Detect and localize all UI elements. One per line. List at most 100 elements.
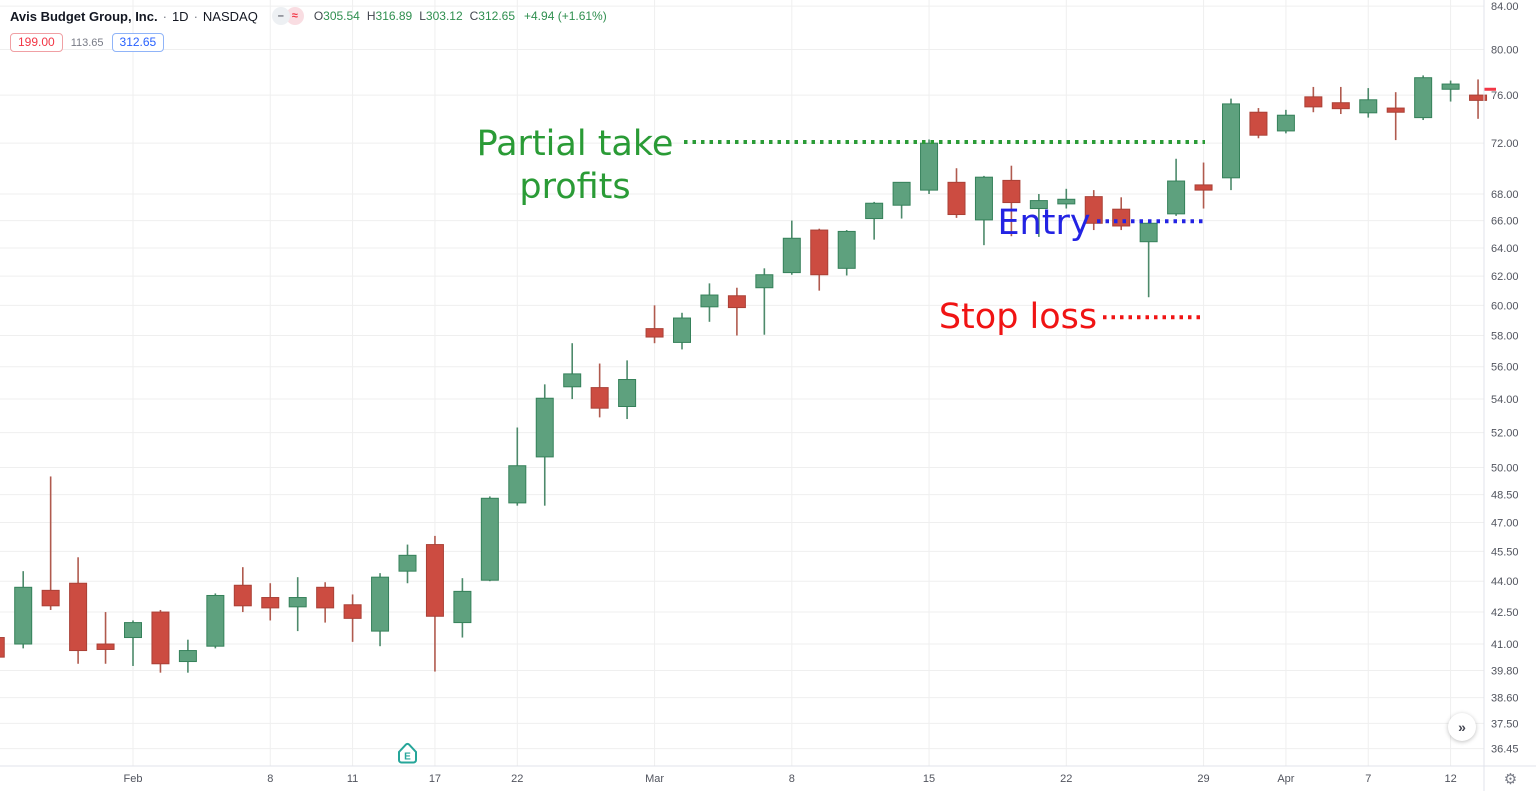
time-axis-label: 15 [923,773,935,785]
time-axis-label: Mar [645,773,664,785]
candle-mar-26[interactable] [1167,158,1186,216]
candle-mar-3[interactable] [700,283,719,322]
candle-feb-17[interactable] [425,535,444,672]
candle-feb-8[interactable] [261,583,280,621]
candle-jan-26[interactable] [14,571,33,649]
price-axis-label: 45.50 [1491,546,1519,558]
candle-apr-9[interactable] [1414,75,1433,121]
indicator-icon-pill[interactable]: – ≈ [271,7,304,25]
candle-apr-13[interactable] [1469,79,1488,119]
axis-settings-gear-icon[interactable]: ⚙ [1503,771,1518,788]
price-axis-label: 52.00 [1491,428,1519,440]
collapse-panel-button[interactable]: » [1448,713,1476,741]
ohlc-segment: O305.54 [313,9,360,23]
dash-icon[interactable]: – [271,7,290,25]
candle-feb-10[interactable] [316,582,335,623]
candle-mar-8[interactable] [782,220,801,275]
candle-apr-8[interactable] [1386,92,1405,141]
candle-mar-16[interactable] [947,168,966,218]
candle-feb-2[interactable] [151,609,170,673]
price-axis-label: 66.00 [1491,216,1519,228]
candle-feb-4[interactable] [206,593,225,649]
time-axis-label: 22 [1060,773,1072,785]
candle-apr-6[interactable] [1331,86,1350,115]
candle-jan-28[interactable] [69,557,88,664]
candle-feb-23[interactable] [535,384,554,506]
target-price-badge[interactable]: 312.65 [111,33,165,52]
candle-jan-27[interactable] [41,476,60,610]
candle-feb-22[interactable] [508,427,527,506]
candles[interactable] [0,75,1488,673]
entry-label[interactable]: Entry [997,203,1090,243]
candle-feb-1[interactable] [124,620,142,666]
candle-feb-9[interactable] [288,577,307,632]
candle-mar-25[interactable] [1139,221,1158,298]
price-axis-label: 50.00 [1491,463,1519,475]
stop-price-badge[interactable]: 199.00 [10,33,63,52]
candle-mar-4[interactable] [727,287,746,336]
timeframe-label[interactable]: 1D [171,8,189,24]
candle-apr-12[interactable] [1441,80,1460,102]
candle-mar-2[interactable] [673,312,691,350]
candle-apr-7[interactable] [1359,88,1378,118]
price-axis-label: 47.00 [1491,518,1519,530]
candle-mar-10[interactable] [837,230,856,276]
candle-feb-26[interactable] [618,360,637,420]
earnings-marker-icon[interactable]: E [398,742,417,764]
candle-mar-29[interactable] [1194,162,1213,209]
candle-mar-18[interactable] [1002,165,1021,237]
candle-feb-3[interactable] [178,639,197,673]
price-axis-label: 62.00 [1491,271,1519,283]
candle-mar-19[interactable] [1029,194,1048,237]
candle-mar-1[interactable] [645,305,664,344]
candle-feb-16[interactable] [398,544,417,584]
take-profit-label-line1[interactable]: Partial take [477,124,674,164]
candle-mar-15[interactable] [920,139,939,195]
candle-feb-19[interactable] [480,496,499,582]
ohlc-segment: H316.89 [366,9,413,23]
stop-loss-label[interactable]: Stop loss [939,297,1097,337]
approx-icon[interactable]: ≈ [285,7,304,25]
time-axis-label: 11 [347,773,358,785]
price-axis-label: 54.00 [1491,394,1519,406]
take-profit-label-line2[interactable]: profits [519,167,630,207]
ohlc-segment: C312.65 [469,9,515,23]
candle-mar-22[interactable] [1057,188,1076,209]
candle-mar-30[interactable] [1222,98,1240,191]
exchange-label: NASDAQ [202,8,258,24]
candle-feb-25[interactable] [590,363,609,418]
candle-mar-5[interactable] [755,268,774,335]
price-axis-label: 41.00 [1491,639,1519,651]
candle-feb-11[interactable] [343,594,362,642]
price-axis-label: 58.00 [1491,330,1519,342]
time-axis[interactable]: Feb 8 11 17 22 Mar 8 15 22 29 Apr 7 12 [124,773,1457,785]
candle-mar-12[interactable] [892,181,911,219]
candle-jan-25[interactable] [0,635,5,659]
price-axis-label: 72.00 [1491,138,1519,150]
candle-feb-5[interactable] [233,567,252,613]
candle-mar-24[interactable] [1112,197,1131,231]
svg-text:E: E [404,752,411,763]
time-axis-label: 8 [267,773,273,785]
candle-feb-24[interactable] [563,343,582,400]
middle-price-label: 113.65 [70,36,104,49]
price-axis-label: 48.50 [1491,490,1519,502]
ohlc-segment: L303.12 [419,9,463,23]
price-axis-label: 60.00 [1491,300,1519,312]
candle-feb-18[interactable] [453,578,472,638]
candle-mar-23[interactable] [1084,190,1103,231]
candle-apr-5[interactable] [1304,86,1323,113]
candle-apr-1[interactable] [1276,109,1295,134]
price-axis[interactable]: 84.00 80.00 76.00 72.00 68.00 66.00 64.00 62.00… [1491,1,1519,756]
ohlc-readout: O305.54 H316.89 L303.12 C312.65 +4.94 (+1.61… [314,9,607,23]
candle-mar-11[interactable] [865,201,884,240]
candle-mar-31[interactable] [1249,108,1268,139]
candle-feb-12[interactable] [371,573,390,647]
candle-mar-9[interactable] [810,228,829,291]
candle-mar-17[interactable] [974,175,993,246]
symbol-name[interactable]: Avis Budget Group, Inc. [10,8,158,24]
price-axis-label: 36.45 [1491,744,1519,756]
price-axis-label: 84.00 [1491,1,1519,13]
candle-jan-29[interactable] [96,612,115,664]
